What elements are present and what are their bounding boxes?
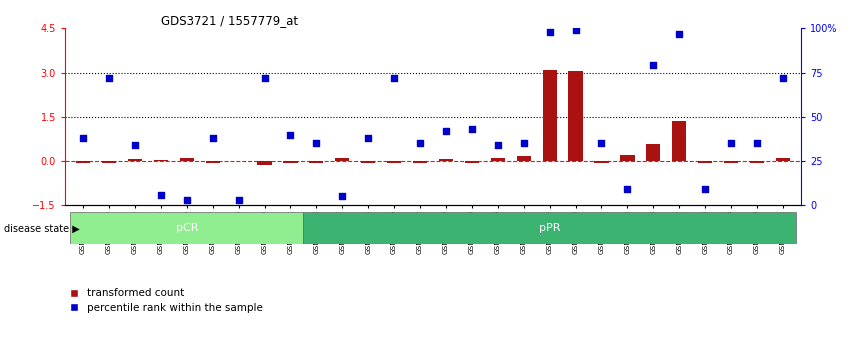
Point: [413, 141, 427, 146]
Bar: [283, 161, 298, 162]
Bar: [257, 161, 272, 166]
Bar: [439, 159, 453, 161]
Bar: [361, 161, 375, 162]
Point: [491, 142, 505, 148]
Bar: [70, 212, 303, 244]
Bar: [698, 161, 712, 164]
Bar: [672, 121, 687, 161]
Text: GDS3721 / 1557779_at: GDS3721 / 1557779_at: [161, 14, 298, 27]
Point: [387, 75, 401, 81]
Bar: [387, 161, 401, 162]
Bar: [542, 70, 557, 161]
Bar: [205, 161, 220, 162]
Point: [283, 132, 297, 137]
Bar: [154, 160, 168, 161]
Point: [672, 31, 686, 36]
Point: [309, 141, 323, 146]
Point: [439, 128, 453, 134]
Point: [517, 141, 531, 146]
Point: [128, 142, 142, 148]
Text: pCR: pCR: [176, 223, 198, 233]
Bar: [776, 158, 790, 161]
Point: [206, 135, 220, 141]
Point: [724, 141, 738, 146]
Point: [620, 187, 634, 192]
Point: [543, 29, 557, 35]
Text: pPR: pPR: [539, 223, 560, 233]
Point: [465, 126, 479, 132]
Point: [180, 197, 194, 203]
Bar: [568, 71, 583, 161]
Bar: [646, 144, 661, 161]
Point: [102, 75, 116, 81]
Bar: [413, 161, 427, 162]
Point: [76, 135, 90, 141]
Bar: [128, 159, 142, 161]
Point: [646, 63, 660, 68]
Bar: [335, 158, 349, 161]
Bar: [517, 156, 531, 161]
Bar: [179, 158, 194, 161]
Bar: [303, 212, 796, 244]
Legend: transformed count, percentile rank within the sample: transformed count, percentile rank withi…: [70, 289, 262, 313]
Point: [750, 141, 764, 146]
Point: [257, 75, 271, 81]
Bar: [102, 161, 116, 164]
Bar: [594, 161, 609, 164]
Point: [335, 194, 349, 199]
Bar: [491, 158, 505, 161]
Bar: [620, 155, 635, 161]
Bar: [309, 161, 324, 162]
Point: [361, 135, 375, 141]
Bar: [465, 161, 479, 162]
Point: [595, 141, 609, 146]
Text: disease state ▶: disease state ▶: [4, 223, 80, 233]
Bar: [750, 161, 764, 164]
Point: [154, 192, 168, 198]
Point: [776, 75, 790, 81]
Point: [698, 187, 712, 192]
Point: [569, 27, 583, 33]
Bar: [76, 161, 90, 162]
Point: [232, 197, 246, 203]
Bar: [724, 161, 738, 164]
